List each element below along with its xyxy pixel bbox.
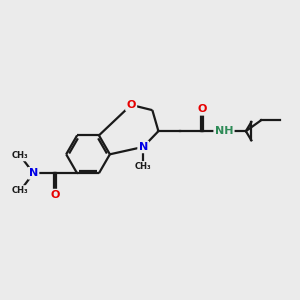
Text: N: N [29,168,38,178]
Text: CH₃: CH₃ [12,186,28,195]
Text: CH₃: CH₃ [12,151,28,160]
Text: O: O [127,100,136,110]
Text: N: N [139,142,148,152]
Text: O: O [197,104,207,114]
Text: NH: NH [215,126,233,136]
Text: CH₃: CH₃ [135,162,152,171]
Text: O: O [50,190,60,200]
